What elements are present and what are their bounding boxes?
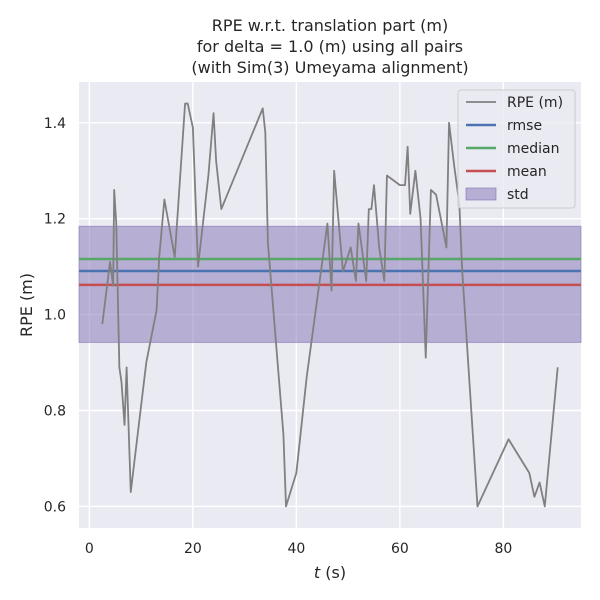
- legend-mean-label: mean: [507, 164, 547, 180]
- legend-rpe-label: RPE (m): [507, 95, 563, 111]
- y-tick-label-4: 1.4: [44, 116, 66, 132]
- x-tick-label-3: 60: [391, 541, 409, 557]
- y-axis-label: RPE (m): [17, 273, 36, 337]
- y-tick-label-3: 1.2: [44, 212, 66, 228]
- title-line-1: RPE w.r.t. translation part (m): [212, 16, 448, 35]
- x-tick-label-1: 20: [184, 541, 202, 557]
- x-tick-label-0: 0: [85, 541, 94, 557]
- x-axis-label: t (s): [314, 563, 346, 582]
- title-line-3: (with Sim(3) Umeyama alignment): [191, 58, 468, 77]
- series-lines: [101, 102, 559, 508]
- legend: RPE (m) rmse median mean std: [457, 89, 576, 209]
- legend-std-swatch: [465, 187, 497, 201]
- legend-rmse-label: rmse: [507, 118, 542, 134]
- x-tick-labels: 0 20 40 60 80: [85, 541, 512, 557]
- y-tick-label-1: 0.8: [44, 404, 66, 420]
- y-tick-label-0: 0.6: [44, 499, 66, 515]
- x-tick-label-4: 80: [494, 541, 512, 557]
- title-line-2: for delta = 1.0 (m) using all pairs: [197, 37, 463, 56]
- legend-median-label: median: [507, 141, 559, 157]
- legend-box: [457, 89, 576, 209]
- x-tick-label-2: 40: [287, 541, 305, 557]
- x-axis-label-var: t: [314, 563, 321, 582]
- y-tick-label-2: 1.0: [44, 308, 66, 324]
- legend-std-label: std: [507, 187, 529, 203]
- chart-title: RPE w.r.t. translation part (m) for delt…: [191, 16, 468, 77]
- y-tick-labels: 0.6 0.8 1.0 1.2 1.4: [44, 116, 66, 516]
- series-line-0: [101, 102, 559, 508]
- x-axis-label-unit: (s): [320, 563, 346, 582]
